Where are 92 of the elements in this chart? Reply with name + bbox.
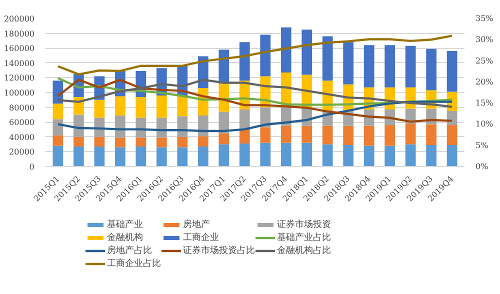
bar (280, 126, 292, 143)
y-tick-label: 120000 (4, 74, 35, 83)
bar (218, 133, 230, 144)
y2-tick-label: 5% (476, 140, 489, 150)
bar (322, 36, 333, 81)
bar (136, 138, 146, 147)
y2-tick-label: 35% (476, 14, 494, 23)
bar (114, 147, 126, 166)
bar (136, 146, 146, 166)
legend-label: 房地产占比 (107, 244, 152, 257)
bar (156, 138, 167, 148)
bar (239, 130, 250, 144)
bar (343, 42, 354, 84)
y-tick-label: 140000 (4, 58, 35, 68)
bar (177, 136, 188, 148)
bar (280, 142, 292, 166)
bar (239, 144, 250, 166)
y-tick-label: 20000 (9, 148, 35, 157)
bar (260, 142, 271, 166)
bar (177, 147, 188, 166)
bar (446, 51, 458, 92)
bar (302, 142, 312, 166)
y-tick-label: 80000 (9, 103, 35, 112)
legend-label: 基础产业占比 (277, 232, 331, 244)
bar (239, 110, 250, 130)
bar (52, 146, 64, 166)
y2-tick-label: 15% (476, 98, 494, 108)
bar (384, 45, 396, 88)
bar (156, 118, 167, 138)
bar (52, 135, 64, 146)
bar (364, 126, 374, 146)
y2-tick-label: 25% (476, 56, 494, 66)
bar (322, 144, 333, 166)
y-tick-label: 0 (29, 162, 35, 172)
bar (74, 146, 84, 166)
y-tick-label: 60000 (9, 118, 35, 128)
bar (446, 125, 458, 146)
bar (218, 144, 230, 166)
bar (280, 27, 292, 73)
bar (156, 95, 167, 118)
bar (446, 145, 458, 166)
bar (114, 96, 126, 116)
bar (426, 48, 436, 90)
bar (198, 146, 208, 166)
legend-label: 基础产业 (107, 218, 143, 231)
bar (260, 34, 271, 76)
bar (343, 126, 354, 146)
bar (384, 125, 396, 146)
bar (260, 127, 271, 143)
line-series (56, 78, 454, 123)
bar (405, 124, 416, 144)
bar (426, 124, 436, 146)
line-series (56, 100, 454, 132)
bar (177, 96, 188, 116)
bar (302, 30, 312, 75)
y-tick-label: 180000 (4, 29, 35, 38)
y-tick-label: 200000 (4, 14, 35, 24)
bar (52, 119, 64, 136)
bar (302, 126, 312, 143)
legend-label: 金融机构占比 (277, 244, 331, 257)
legend-label: 金融机构 (107, 232, 143, 244)
legend-label: 工商企业占比 (107, 258, 161, 270)
y2-tick-label: 20% (476, 77, 494, 86)
y2-tick-label: 10% (476, 120, 494, 129)
y2-tick-label: 0% (476, 162, 489, 171)
bar (405, 144, 416, 166)
bar (74, 136, 84, 147)
bar (364, 45, 374, 88)
bar (384, 146, 396, 166)
y2-tick-label: 30% (476, 35, 494, 44)
bar (426, 145, 436, 166)
line-series (56, 34, 454, 76)
bar (239, 42, 250, 81)
bar (94, 136, 105, 147)
bar (94, 100, 105, 118)
bar (364, 146, 374, 166)
bar (322, 126, 333, 144)
bar (114, 138, 126, 148)
legend-label: 工商企业 (183, 232, 219, 244)
bar (343, 145, 354, 166)
legend-label: 房地产 (183, 218, 210, 231)
bar (156, 147, 167, 166)
legend-label: 证券市场投资 (277, 218, 331, 231)
bar (405, 46, 416, 88)
bar (136, 96, 146, 118)
y-tick-label: 40000 (9, 132, 35, 142)
bar (198, 136, 208, 147)
bar (52, 104, 64, 120)
legend-label: 证券市场投资占比 (183, 244, 255, 257)
y-tick-label: 100000 (4, 88, 35, 98)
y-tick-label: 160000 (4, 44, 35, 54)
bar (94, 146, 105, 166)
